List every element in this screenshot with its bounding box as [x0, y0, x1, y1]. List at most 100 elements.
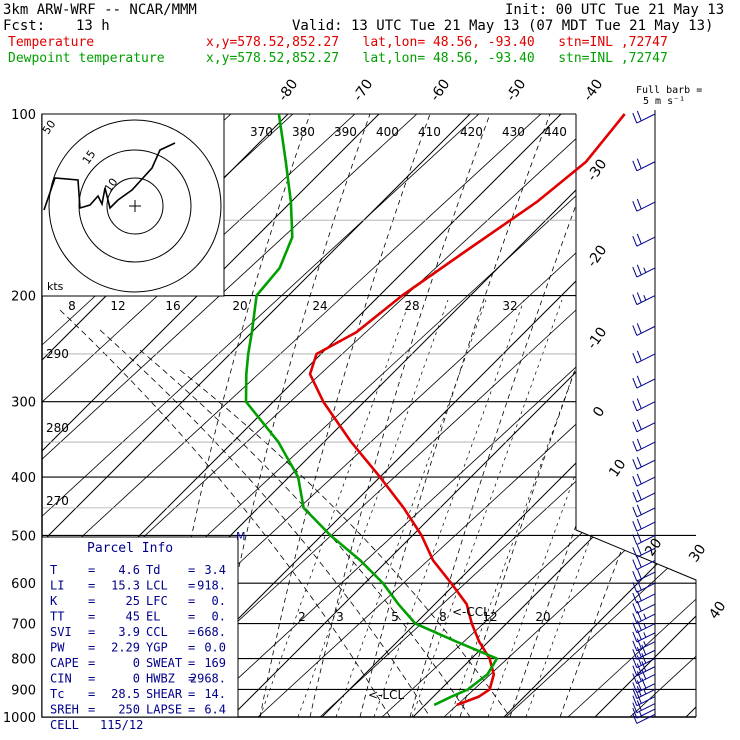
parcel-value: 0.0: [204, 641, 226, 655]
parcel-value: 6.4: [204, 703, 226, 717]
parcel-eq: =: [88, 563, 95, 577]
parcel-label: LAPSE: [146, 703, 182, 717]
mixing-ratio-low-label: 3: [336, 610, 344, 624]
mixing-ratio-line: [487, 299, 639, 717]
theta-curve: [59, 309, 391, 717]
m-annotation: M: [236, 530, 246, 543]
parcel-label: T: [50, 563, 57, 577]
wind-barb: [632, 233, 656, 247]
dry-adiabat-line: [629, 114, 696, 717]
dry-adiabat-line: [42, 114, 359, 717]
wind-barb: [632, 438, 656, 452]
wind-barb: [632, 600, 656, 614]
dry-adiabat-line: [42, 114, 421, 717]
temperature-tick-label: -80: [275, 76, 301, 104]
temperature-tick-label: -70: [350, 76, 376, 104]
parcel-value: 0.: [212, 610, 226, 624]
hodograph-frame: [41, 113, 225, 297]
thetae-label: 400: [376, 125, 399, 139]
parcel-value: 0: [133, 672, 140, 686]
wind-barb: [632, 456, 656, 470]
isobar-label: 400: [11, 471, 36, 486]
theta-label: 290: [46, 347, 69, 361]
parcel-eq: =: [188, 672, 195, 686]
wind-barb: [632, 610, 656, 624]
wind-barb: [632, 292, 656, 306]
wind-barb: [632, 375, 656, 389]
dry-adiabat-line: [381, 114, 696, 717]
parcel-label: Td: [146, 563, 160, 577]
wind-barb: [632, 713, 656, 724]
temperature-tick-label: -20: [584, 242, 610, 270]
parcel-label: LFC: [146, 594, 168, 608]
parcel-label: Tc: [50, 687, 64, 701]
temperature-location: x,y=578.52,852.27 lat,lon= 48.56, -93.40…: [206, 35, 668, 50]
parcel-value: 14.: [204, 687, 226, 701]
theta-label: 280: [46, 421, 69, 435]
forecast-label: Fcst:: [3, 18, 46, 34]
lcl-annotation: <-LCL: [368, 688, 404, 702]
theta-curve: [99, 329, 431, 717]
isobar-label: 200: [11, 290, 36, 305]
parcel-eq: =: [188, 656, 195, 670]
hodograph-trace: [43, 142, 176, 211]
mixing-ratio-low-label: 20: [535, 610, 550, 624]
parcel-eq: =: [188, 687, 195, 701]
wind-barb: [632, 579, 656, 593]
parcel-value: 4.6: [118, 563, 140, 577]
parcel-value: 0: [133, 656, 140, 670]
parcel-value: 115/12: [100, 718, 143, 732]
wind-barb: [632, 653, 656, 669]
theta-label: 270: [46, 494, 69, 508]
dry-adiabat-line: [195, 114, 696, 717]
dewpoint-location: x,y=578.52,852.27 lat,lon= 48.56, -93.40…: [206, 51, 668, 66]
isobar-label: 300: [11, 396, 36, 411]
mixing-ratio-label: 32: [502, 299, 517, 313]
parcel-eq: =: [188, 610, 195, 624]
parcel-value: 3.9: [118, 625, 140, 639]
parcel-label: CIN: [50, 672, 72, 686]
mixing-ratio-label: 8: [68, 299, 76, 313]
hodograph-units: kts: [47, 280, 64, 293]
wind-barb: [632, 638, 656, 652]
wind-barb: [632, 661, 656, 677]
parcel-eq: =: [88, 687, 95, 701]
mixing-ratio-line: [373, 299, 525, 717]
temperature-tick-label: 30: [686, 542, 709, 566]
dry-adiabat-line: [319, 114, 696, 717]
wind-barb: [632, 629, 656, 643]
parcel-label: HWBZ: [146, 672, 175, 686]
wind-barb: [632, 532, 656, 546]
parcel-value: 45: [126, 610, 140, 624]
parcel-eq: =: [188, 563, 195, 577]
parcel-eq: =: [88, 641, 95, 655]
dry-adiabat-line: [505, 114, 696, 717]
thetae-label: 440: [544, 125, 567, 139]
parcel-eq: =: [88, 579, 95, 593]
hodograph-ring: [106, 177, 164, 235]
wind-barb: [632, 473, 656, 487]
parcel-value: 0.: [212, 594, 226, 608]
isobar-label: 500: [11, 529, 36, 544]
wind-barb: [632, 264, 656, 278]
parcel-value: 250: [118, 703, 140, 717]
isotherm-line: [685, 114, 696, 717]
temperature-tick-label: -50: [503, 76, 529, 104]
parcel-eq: =: [188, 625, 195, 639]
moist-adiabat-line: [309, 114, 491, 717]
temperature-tick-label: -40: [580, 76, 606, 104]
parcel-value: 2968.: [190, 672, 226, 686]
parcel-value: 169: [204, 656, 226, 670]
mixing-ratio-line: [297, 299, 449, 717]
isobar-label: 700: [11, 618, 36, 633]
wind-barb: [632, 158, 656, 172]
hodograph-ring: [48, 119, 222, 293]
moist-adiabat-line: [259, 114, 431, 717]
parcel-eq: =: [188, 594, 195, 608]
isotherm-line: [230, 114, 696, 717]
valid-time: Valid: 13 UTC Tue 21 May 13 (07 MDT Tue …: [292, 18, 714, 34]
mixing-ratio-low-label: 2: [298, 610, 306, 624]
parcel-eq: =: [88, 672, 95, 686]
